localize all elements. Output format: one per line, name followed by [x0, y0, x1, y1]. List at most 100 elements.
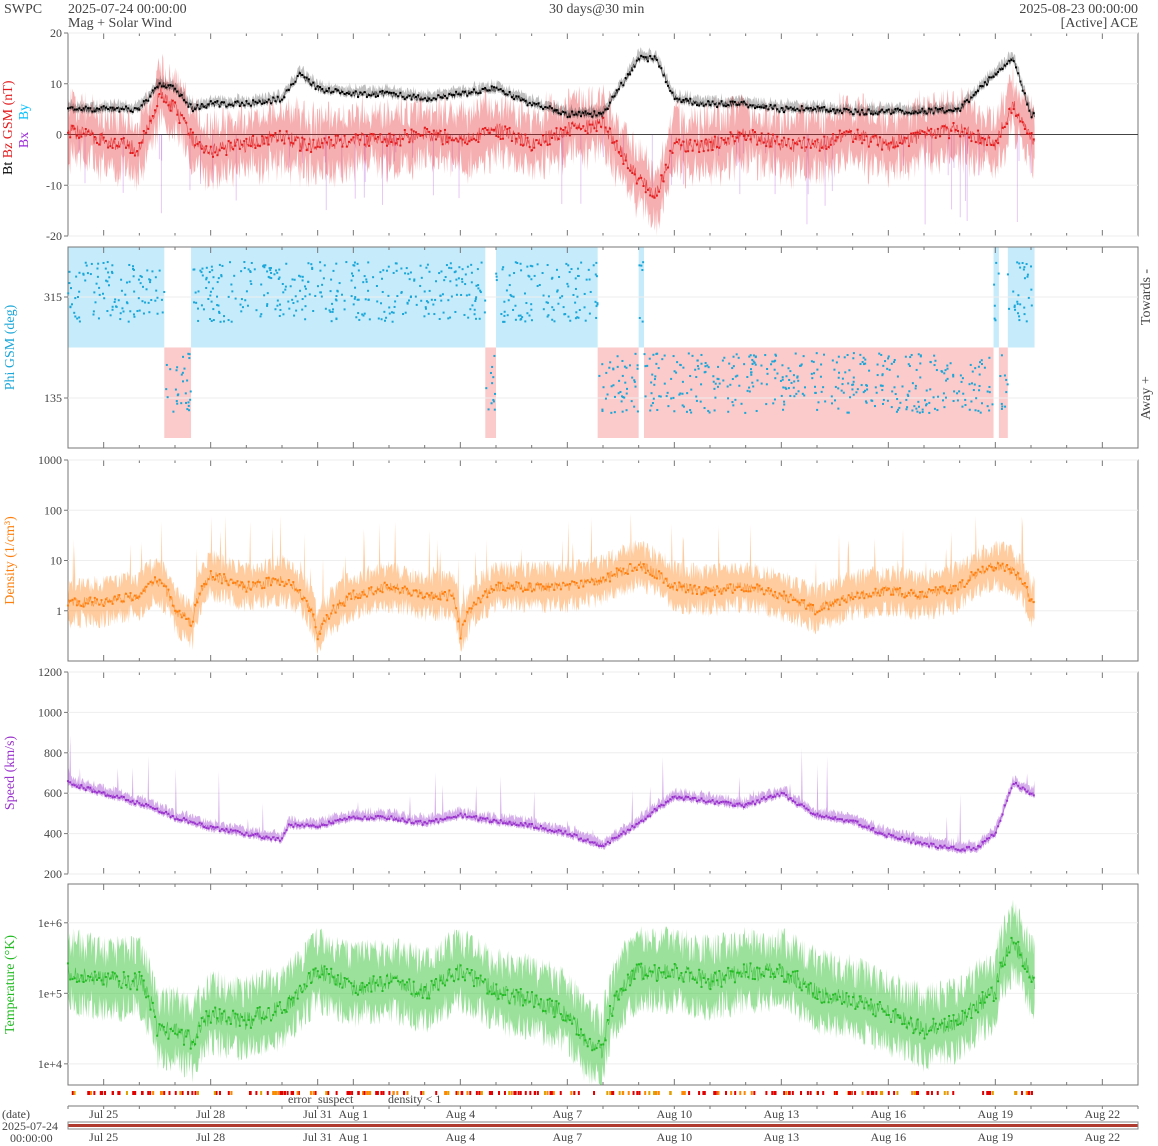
mag-bt-point — [218, 105, 221, 108]
phi-point — [450, 295, 453, 298]
speed-point — [1003, 804, 1006, 807]
mag-bz-point — [845, 130, 848, 133]
mag-bz-point — [421, 134, 424, 137]
phi-point — [494, 392, 497, 395]
mag-bt-point — [646, 60, 649, 63]
phi-point — [782, 408, 785, 411]
temp-point — [73, 977, 76, 980]
density-point — [406, 587, 408, 590]
phi-point — [785, 387, 788, 390]
speed-point — [336, 819, 339, 822]
mag-bz-point — [678, 138, 681, 141]
mag-bt-point — [620, 81, 623, 84]
speed-point — [125, 799, 127, 802]
temp-point — [122, 971, 125, 974]
density-point — [131, 599, 134, 602]
phi-point — [567, 285, 570, 288]
mag-bz-point — [622, 162, 625, 165]
phi-point — [519, 314, 522, 317]
phi-point — [624, 381, 627, 384]
phi-point — [538, 284, 541, 287]
speed-range-band — [68, 734, 1035, 855]
mag-bz-point — [981, 137, 984, 139]
density-point — [450, 594, 453, 597]
satellite-label[interactable]: [Active] ACE — [1060, 16, 1138, 31]
flag-mark — [730, 1091, 733, 1095]
speed-point — [69, 781, 72, 784]
mag-bz-point — [332, 144, 335, 147]
phi-point — [454, 310, 457, 313]
mag-bt-point — [67, 107, 69, 110]
mag-bz-point — [776, 135, 779, 138]
mag-bt-point — [553, 109, 556, 112]
mag-bt-point — [749, 104, 752, 107]
phi-point — [699, 400, 702, 403]
temp-point — [444, 984, 446, 987]
speed-series-line — [67, 780, 1035, 853]
speed-point — [778, 794, 781, 797]
speed-point — [928, 845, 930, 848]
mag-bt-point — [606, 108, 609, 110]
phi-point — [503, 320, 506, 323]
mag-bt-point — [102, 105, 105, 108]
density-point — [557, 584, 560, 587]
phi-point — [714, 382, 717, 385]
speed-point — [432, 819, 435, 822]
speed-point — [769, 794, 772, 797]
mag-bz-point — [189, 128, 192, 131]
mag-bt-point — [796, 107, 799, 110]
mag-bz-point — [473, 137, 475, 140]
flag-mark — [610, 1091, 613, 1095]
mag-bt-point — [742, 100, 745, 103]
temp-point — [426, 997, 429, 1000]
speed-point — [653, 808, 656, 810]
mag-bz-point — [700, 140, 703, 142]
phi-point — [993, 283, 996, 286]
phi-point — [734, 375, 737, 378]
speed-point — [370, 816, 373, 819]
phi-point — [445, 264, 448, 267]
span-label: 30 days@30 min — [549, 2, 645, 17]
flag-mark — [1015, 1091, 1018, 1095]
temp-point — [990, 986, 993, 989]
temp-point — [198, 1024, 201, 1027]
mag-bt-point — [437, 94, 440, 97]
speed-point — [907, 837, 910, 840]
speed-point — [559, 829, 562, 832]
phi-point — [311, 267, 314, 270]
phi-point — [785, 375, 788, 378]
flag-mark — [717, 1091, 720, 1095]
temp-point — [620, 987, 623, 990]
mag-bt-point — [310, 83, 313, 86]
mag-bt-point — [379, 90, 382, 93]
mag-bt-point — [444, 94, 446, 97]
temp-point — [820, 1001, 823, 1004]
phi-point — [851, 388, 854, 391]
phi-point — [886, 399, 889, 402]
mag-bz-point — [479, 133, 482, 136]
phi-point — [774, 377, 777, 380]
temp-point — [464, 979, 466, 982]
phi-point — [598, 374, 601, 377]
mag-bt-point — [745, 103, 748, 106]
speed-point — [600, 845, 603, 847]
phi-point — [291, 298, 294, 301]
phi-point — [375, 284, 378, 287]
speed-point — [122, 796, 125, 798]
speed-point — [350, 816, 353, 819]
phi-point — [792, 386, 795, 389]
phi-point — [158, 269, 161, 272]
phi-point — [147, 301, 150, 304]
temp-point — [979, 1001, 982, 1004]
flag-mark — [915, 1091, 918, 1095]
phi-point — [465, 294, 468, 297]
density-point — [223, 573, 226, 576]
phi-point — [958, 390, 961, 393]
phi-point — [470, 271, 473, 274]
temp-point — [1003, 963, 1006, 966]
temp-point — [789, 974, 792, 977]
mag-bt-point — [568, 115, 571, 118]
phi-point — [557, 302, 560, 305]
phi-point — [115, 305, 118, 308]
density-point — [517, 581, 520, 584]
